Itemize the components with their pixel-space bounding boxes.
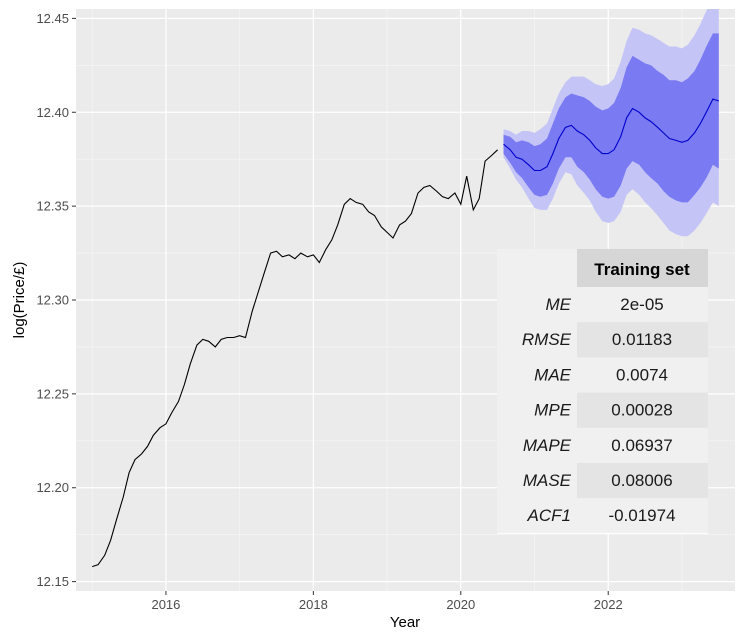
table-row-label-cell (497, 357, 577, 393)
table-row-value-cell (577, 427, 708, 463)
table-row-value-cell (577, 463, 708, 499)
x-axis-title: Year (390, 614, 420, 631)
y-tick-label: 12.20 (36, 480, 69, 495)
table-row-value: 0.08006 (611, 471, 672, 490)
y-axis-ticks (72, 17, 76, 583)
forecast-mean-line (503, 98, 719, 172)
history-line (92, 149, 498, 568)
table-row-label: MAE (534, 365, 572, 384)
table-row-value: -0.01974 (608, 506, 675, 525)
x-tick-label: 2018 (299, 597, 328, 612)
table-header-cell (577, 249, 708, 287)
y-axis-tick-labels: 12.15 12.20 12.25 12.30 12.35 12.40 12.45 (36, 11, 69, 589)
y-tick-label: 12.30 (36, 293, 69, 308)
table-row-label: ME (546, 295, 572, 314)
x-tick-label: 2016 (151, 597, 180, 612)
table-row-value-cell (577, 322, 708, 358)
table-row-value: 2e-05 (620, 295, 663, 314)
y-tick-label: 12.40 (36, 105, 69, 120)
y-tick-label: 12.45 (36, 11, 69, 26)
table-row-label: RMSE (522, 330, 572, 349)
table-row-label: MASE (523, 471, 572, 490)
table-row-label: ACF1 (527, 506, 571, 525)
x-tick-label: 2020 (446, 597, 475, 612)
table-row-label: MPE (534, 401, 572, 420)
y-axis-title: log(Price/£) (11, 262, 28, 339)
training-metrics-table: Training set ME 2e-05 RMSE 0.01183 MAE 0.0074… (497, 249, 708, 534)
x-axis-tick-labels: 2016 2018 2020 2022 (151, 597, 622, 612)
table-row-label-cell (497, 392, 577, 428)
table-row-value-cell (577, 357, 708, 393)
y-tick-label: 12.15 (36, 574, 69, 589)
table-header-blank (497, 249, 577, 287)
y-tick-label: 12.25 (36, 386, 69, 401)
x-axis-ticks (165, 591, 609, 595)
table-row-value-cell (577, 287, 708, 323)
table-row-label-cell (497, 322, 577, 358)
table-header-training-set: Training set (594, 260, 690, 279)
table-row-value: 0.0074 (616, 365, 668, 384)
table-row-value-cell (577, 498, 708, 534)
table-row-label: MAPE (523, 436, 572, 455)
table-row-label-cell (497, 498, 577, 534)
y-tick-label: 12.35 (36, 199, 69, 214)
prediction-interval-80 (503, 33, 719, 203)
x-tick-label: 2022 (594, 597, 623, 612)
table-row-value-cell (577, 392, 708, 428)
table-row-label-cell (497, 287, 577, 323)
table-row-value: 0.06937 (611, 436, 672, 455)
table-row-label-cell (497, 463, 577, 499)
table-row-label-cell (497, 427, 577, 463)
table-row-value: 0.00028 (611, 401, 672, 420)
table-row-value: 0.01183 (612, 330, 672, 349)
series-layer (92, 9, 719, 568)
